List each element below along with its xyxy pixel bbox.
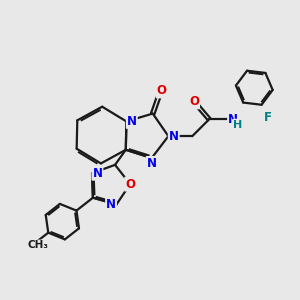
Text: N: N — [127, 115, 137, 128]
Text: CH₃: CH₃ — [27, 240, 48, 250]
Text: N: N — [92, 167, 102, 180]
Text: F: F — [264, 111, 272, 124]
Text: H: H — [233, 120, 243, 130]
Text: N: N — [169, 130, 179, 143]
Text: N: N — [147, 157, 157, 170]
Text: N: N — [106, 198, 116, 211]
Text: O: O — [189, 95, 199, 108]
Text: O: O — [125, 178, 135, 190]
Text: O: O — [157, 84, 167, 98]
Text: N: N — [228, 113, 238, 126]
